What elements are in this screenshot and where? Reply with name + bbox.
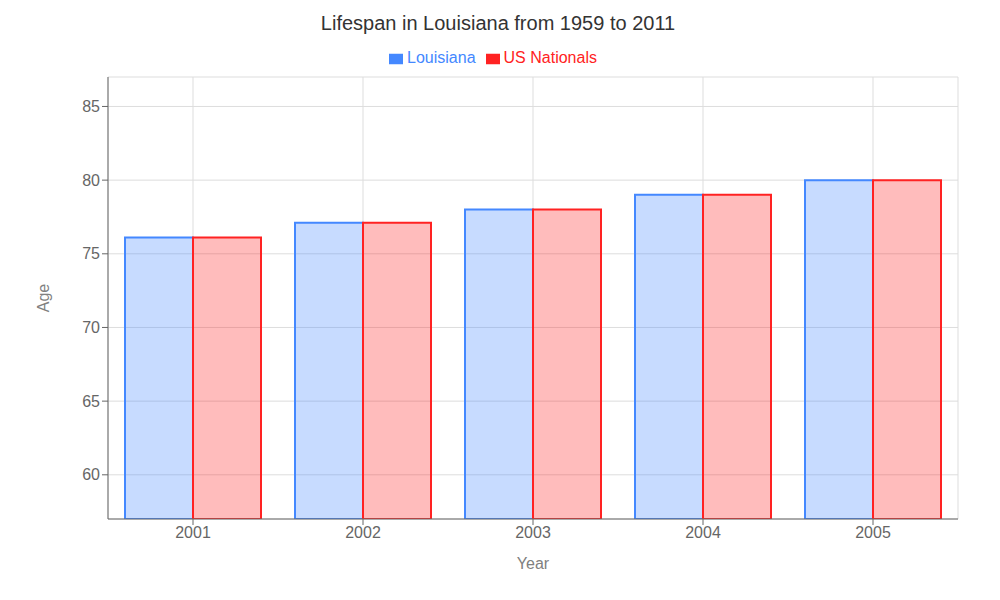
svg-text:65: 65	[82, 393, 100, 410]
svg-text:Year: Year	[517, 555, 550, 572]
html-text:US Nationals: US Nationals	[503, 49, 597, 66]
svg-text:85: 85	[82, 98, 100, 115]
html-text:Louisiana: Louisiana	[407, 49, 476, 66]
svg-text:2003: 2003	[515, 524, 551, 541]
svg-text:2004: 2004	[685, 524, 721, 541]
svg-text:75: 75	[82, 245, 100, 262]
svg-text:Age: Age	[35, 284, 52, 313]
html-text:Lifespan in Louisiana from 195: Lifespan in Louisiana from 1959 to 2011	[320, 12, 676, 34]
svg-text:2005: 2005	[855, 524, 891, 541]
svg-text:2001: 2001	[175, 524, 211, 541]
svg-text:2002: 2002	[345, 524, 381, 541]
svg-text:60: 60	[82, 466, 100, 483]
svg-text:70: 70	[82, 319, 100, 336]
svg-text:80: 80	[82, 172, 100, 189]
